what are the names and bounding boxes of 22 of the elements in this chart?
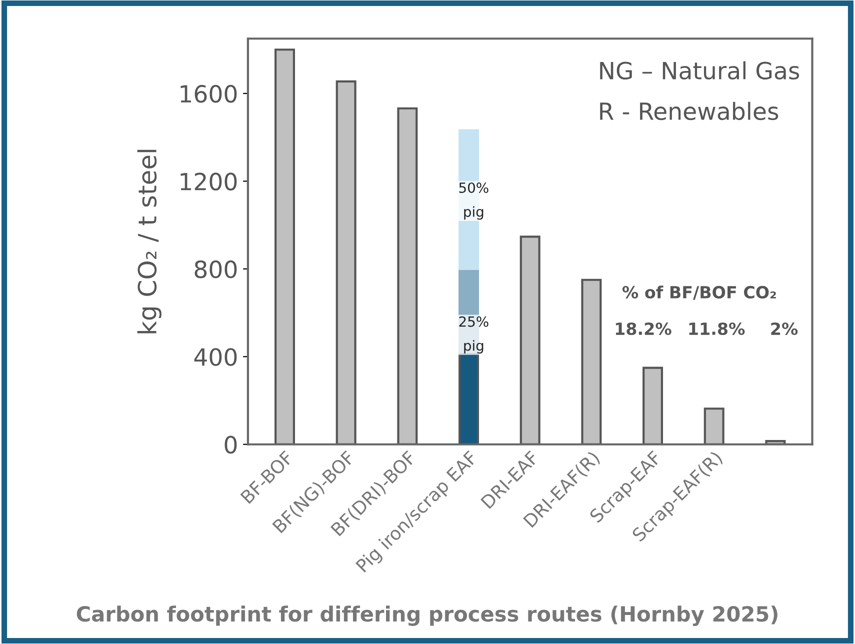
- y-axis-title: kg CO₂ / t steel: [137, 150, 162, 334]
- y-tick-label: 800: [194, 260, 237, 278]
- y-tick-label: 1200: [180, 172, 237, 190]
- y-tick-label: 400: [194, 348, 237, 366]
- annotation: 2%: [771, 322, 798, 336]
- annotation: 25% pig: [459, 316, 488, 354]
- y-tick-label: 0: [224, 436, 237, 454]
- annotation: 50% pig: [459, 182, 488, 220]
- bar: [274, 48, 295, 444]
- bar: [520, 236, 540, 444]
- annotation: 18.2%: [616, 322, 672, 336]
- annotation: NG – Natural Gas: [600, 61, 800, 80]
- annotation: 11.8%: [689, 322, 745, 336]
- bar: [704, 408, 724, 444]
- bar: [336, 80, 356, 444]
- text: Carbon footprint for differing process routes (Hornby 2025): [76, 606, 778, 626]
- bar: [642, 366, 664, 444]
- annotation: % of BF/BOF CO₂: [622, 286, 776, 300]
- annotation: R - Renewables: [600, 102, 778, 120]
- y-tick-label: 1600: [180, 84, 237, 103]
- bar: [581, 278, 602, 444]
- bar: [397, 107, 418, 444]
